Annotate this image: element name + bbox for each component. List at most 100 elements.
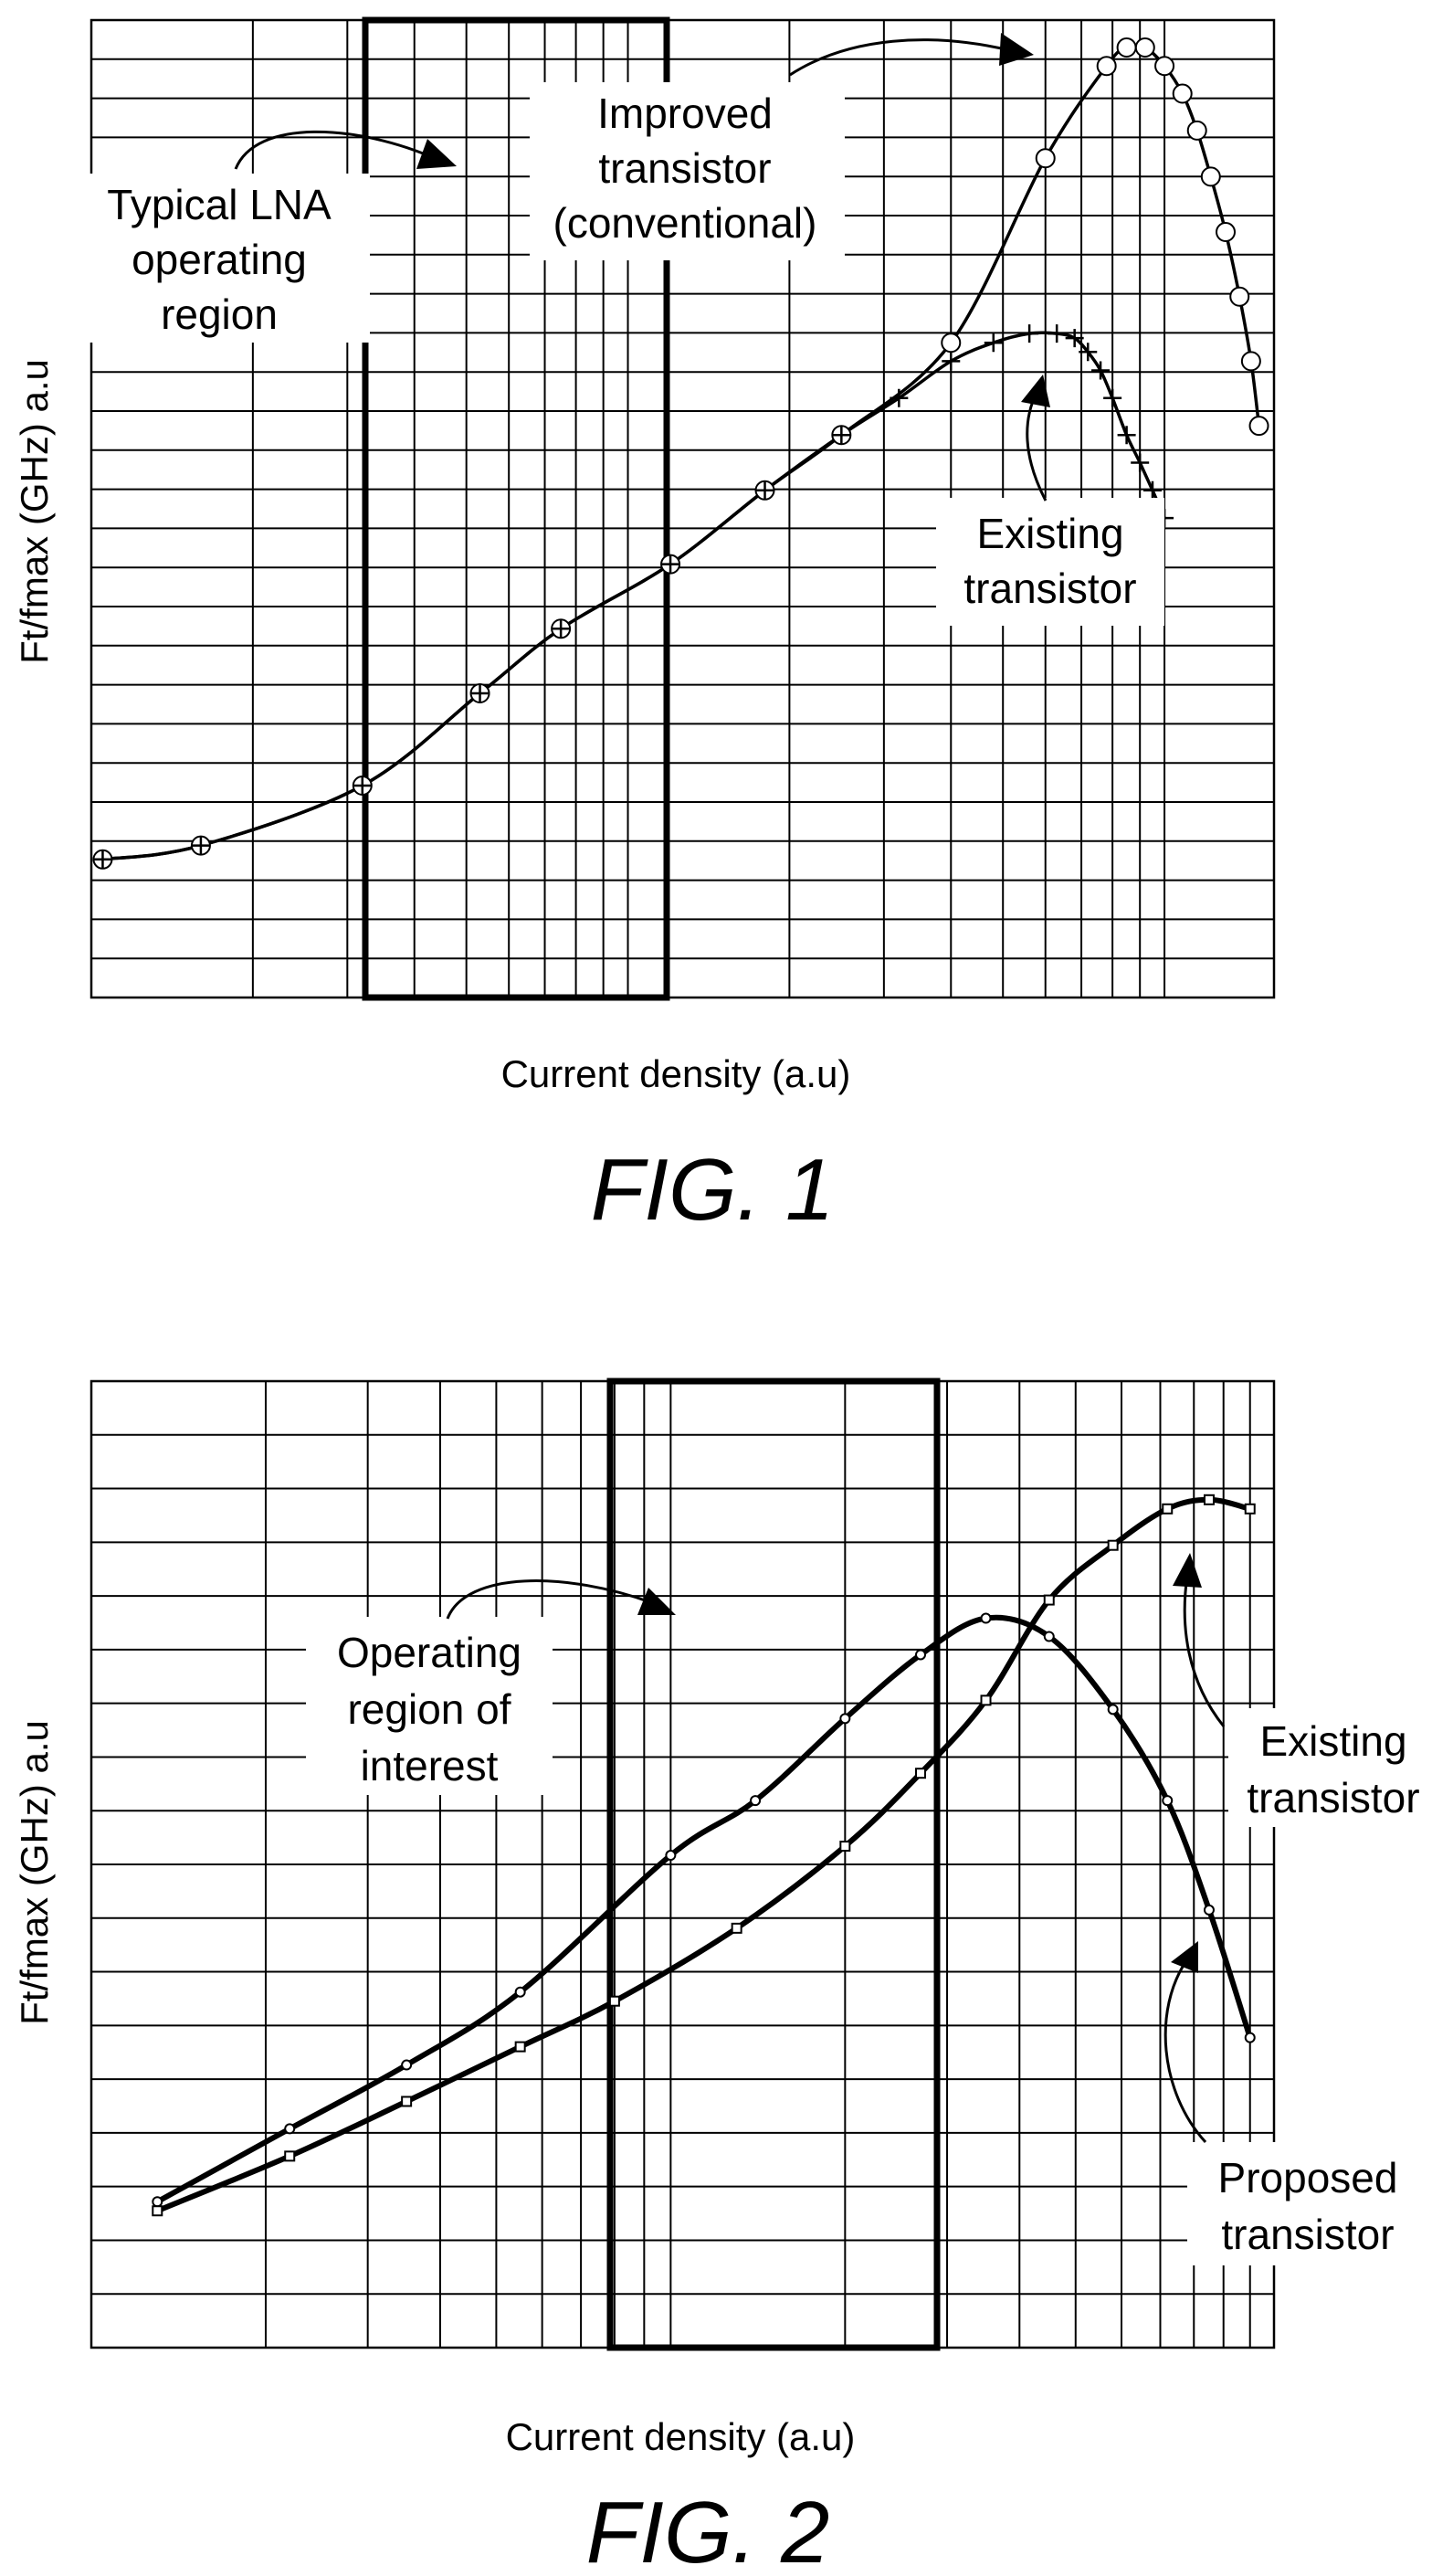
fig2-xlabel: Current density (a.u)	[506, 2415, 856, 2458]
fig2-series-1-point	[665, 1850, 677, 1862]
fig2-markers	[152, 1494, 1256, 2217]
fig1-series-2-point	[1131, 453, 1150, 472]
fig1-series-2-point	[353, 776, 372, 795]
fig1-existing-label-bg	[936, 498, 1164, 626]
fig1-series-1-point	[1240, 351, 1261, 372]
fig2-curves	[155, 1496, 1253, 2213]
fig1-series-2-point	[470, 684, 490, 702]
fig2-operating-region-box	[606, 1378, 941, 2351]
fig2-series-2-point	[980, 1694, 992, 1706]
fig1-series-2-point	[1117, 426, 1136, 445]
fig1-existing-arrowhead	[1021, 375, 1050, 407]
fig2-series-2-point	[839, 1841, 851, 1853]
fig1-region-label-line1: Typical LNA	[107, 181, 332, 228]
fig1-region-arrow	[234, 130, 439, 170]
fig2-series-2-line	[156, 1496, 1251, 2213]
fig2-series-2-point	[608, 1995, 620, 2007]
fig1-operating-region-box	[362, 16, 670, 1001]
fig1-series-1-point	[1096, 56, 1117, 77]
fig1-series-2-point	[661, 554, 680, 574]
fig1-existing-label-line1: Existing	[976, 510, 1123, 557]
fig2-series-2-point	[401, 2096, 413, 2107]
fig2-ylabel: Ft/fmax (GHz) a.u	[13, 1720, 56, 2025]
fig2-region-arrowhead	[637, 1588, 676, 1615]
fig2-existing-label-line2: transistor	[1247, 1774, 1419, 1821]
fig1-region-label-line3: region	[161, 290, 278, 338]
fig1-series-2-point	[890, 388, 909, 407]
fig1-series-1-point	[1229, 286, 1250, 307]
fig1-existing-arrow	[1026, 392, 1048, 501]
fig1-region-label-bg	[78, 174, 370, 343]
fig1-xlabel: Current density (a.u)	[501, 1052, 851, 1095]
fig1-improved-arrowhead	[999, 33, 1034, 66]
fig1-improved-arrow	[789, 38, 1010, 77]
fig1-series-2-point	[755, 480, 774, 500]
fig1-series-1-point	[1035, 148, 1056, 169]
fig2-series-2-point	[731, 1922, 742, 1934]
fig1-series-1-point	[1172, 83, 1193, 104]
fig2-existing-label-line1: Existing	[1259, 1717, 1406, 1765]
fig2-existing-arrow	[1183, 1575, 1226, 1727]
fig2-series-1-point	[1203, 1904, 1215, 1916]
fig1-series-2-point	[93, 850, 112, 869]
fig2-series-1-point	[839, 1713, 851, 1725]
fig2-series-2-point	[152, 2205, 163, 2217]
fig1-improved-label-line2: transistor	[598, 144, 771, 192]
fig1-series-2-point	[1048, 324, 1067, 343]
fig2-region-label-line1: Operating	[337, 1629, 521, 1676]
fig2-proposed-arrowhead	[1171, 1941, 1198, 1973]
fig2-figure-label: FIG. 2	[586, 2484, 830, 2576]
fig1-region-label-line2: operating	[132, 236, 307, 283]
fig2-region-label-bg	[306, 1617, 553, 1795]
fig2-series-2-point	[1162, 1503, 1174, 1515]
fig2-region-label-line3: interest	[361, 1742, 499, 1789]
fig1-series-1-point	[1200, 166, 1221, 187]
fig1-region-arrowhead	[416, 139, 457, 169]
fig2-series-1-point	[1043, 1631, 1055, 1642]
fig1-series-2-point	[1020, 324, 1039, 343]
fig1-series-2-point	[832, 426, 851, 445]
fig1-ylabel: Ft/fmax (GHz) a.u	[13, 359, 56, 664]
fig2-series-2-point	[1043, 1594, 1055, 1606]
fig1-plot-frame	[89, 18, 1276, 999]
fig1-series-1-point	[1134, 37, 1155, 58]
fig1-improved-label-line3: (conventional)	[553, 199, 817, 247]
fig1-series-2-point	[1142, 480, 1162, 500]
fig1-series-2-point	[942, 352, 961, 371]
fig2-region-arrow	[446, 1579, 654, 1620]
fig2-series-1-point	[401, 2059, 413, 2071]
fig2-series-1-point	[514, 1986, 526, 1998]
fig1-series-2-point	[1103, 388, 1122, 407]
fig2-proposed-label-line1: Proposed	[1218, 2154, 1398, 2201]
fig2-series-2-point	[1203, 1494, 1215, 1505]
fig1-series-2-point	[191, 836, 210, 855]
fig2-series-1-point	[152, 2196, 163, 2208]
fig2-proposed-label-line2: transistor	[1221, 2211, 1394, 2258]
fig1-series-2-point	[1079, 343, 1098, 362]
fig2-series-2-point	[284, 2150, 296, 2162]
fig2-series-1-point	[284, 2123, 296, 2135]
fig2-proposed-arrow	[1163, 1958, 1207, 2144]
fig2-grid	[91, 1381, 1274, 2348]
fig2-proposed-label-bg	[1187, 2142, 1429, 2265]
figure-1: Typical LNA operating region Improved tr…	[13, 16, 1276, 1239]
fig1-figure-label: FIG. 1	[591, 1141, 835, 1239]
fig1-existing-label-line2: transistor	[963, 565, 1136, 612]
fig2-series-1-point	[1107, 1704, 1119, 1716]
fig1-series-2-point	[552, 619, 571, 639]
fig2-series-2-point	[915, 1768, 927, 1779]
fig1-markers	[92, 37, 1269, 870]
fig1-series-1-point	[1186, 120, 1207, 141]
fig2-series-2-point	[1244, 1503, 1256, 1515]
fig1-series-1-point	[1154, 56, 1175, 77]
fig2-series-2-point	[514, 2041, 526, 2053]
fig1-series-1-point	[1216, 222, 1237, 242]
fig1-series-1-point	[941, 333, 962, 354]
fig2-existing-label-bg	[1228, 1708, 1448, 1827]
fig2-series-2-point	[1107, 1539, 1119, 1551]
fig2-series-1-point	[1244, 2032, 1256, 2043]
fig1-improved-label-bg	[530, 82, 845, 260]
fig1-improved-label-line1: Improved	[597, 90, 773, 137]
fig2-series-1-point	[750, 1795, 762, 1807]
